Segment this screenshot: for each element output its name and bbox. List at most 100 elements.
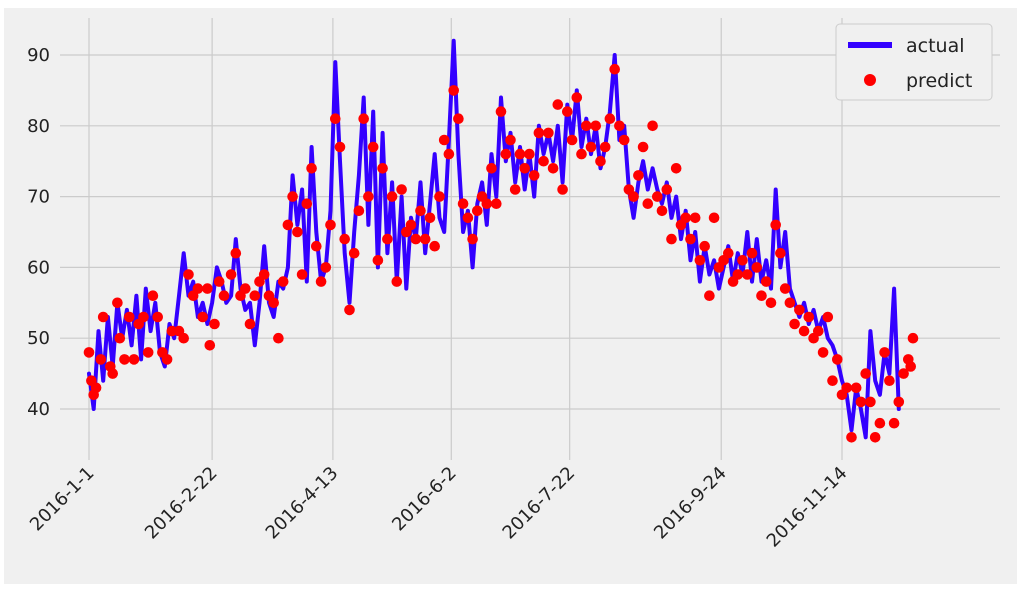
predict-point	[197, 311, 208, 323]
predict-point	[699, 240, 710, 252]
predict-point	[760, 276, 772, 287]
y-axis-ticks: 40 50 60 70 80 90	[27, 45, 50, 420]
predict-point	[869, 432, 881, 443]
predict-point	[841, 382, 852, 394]
predict-point	[287, 191, 298, 202]
predict-point	[434, 191, 445, 202]
predict-point	[382, 233, 393, 245]
predict-point	[666, 233, 677, 245]
predict-point	[789, 318, 800, 330]
predict-point	[633, 170, 644, 181]
series-predict	[83, 63, 919, 443]
predict-point	[161, 354, 173, 365]
predict-point	[112, 297, 123, 309]
predict-point	[491, 198, 502, 209]
predict-point	[751, 262, 763, 273]
predict-point	[798, 325, 810, 337]
predict-point	[770, 219, 781, 231]
predict-point	[670, 163, 682, 174]
predict-point	[562, 106, 573, 117]
predict-point	[865, 396, 876, 408]
predict-point	[533, 127, 545, 139]
predict-point	[907, 332, 919, 344]
predict-point	[888, 417, 900, 429]
predict-point	[486, 163, 497, 174]
y-tick-label: 40	[27, 399, 50, 420]
predict-point	[377, 163, 388, 174]
predict-point	[472, 205, 483, 217]
predict-point	[765, 297, 777, 309]
y-tick-label: 50	[27, 328, 50, 349]
predict-point	[694, 254, 706, 266]
predict-point	[90, 382, 102, 394]
predict-point	[495, 106, 507, 117]
predict-point	[704, 290, 715, 302]
predict-point	[746, 247, 758, 259]
legend-predict-swatch	[864, 74, 876, 86]
predict-point	[178, 332, 189, 344]
predict-point	[97, 311, 109, 323]
predict-point	[363, 191, 374, 202]
predict-point	[618, 134, 630, 146]
predict-point	[817, 347, 829, 358]
predict-point	[410, 233, 422, 245]
predict-point	[509, 184, 521, 195]
predict-point	[647, 120, 658, 132]
predict-point	[571, 92, 583, 103]
predict-point	[424, 212, 436, 224]
plot-background	[4, 8, 1017, 584]
predict-point	[230, 247, 242, 259]
predict-point	[296, 269, 308, 280]
predict-point	[742, 269, 753, 280]
predict-point	[95, 354, 107, 365]
predict-point	[367, 141, 379, 153]
predict-point	[119, 354, 130, 365]
y-tick-label: 60	[27, 257, 50, 278]
predict-point	[595, 155, 606, 167]
predict-point	[124, 311, 135, 323]
predict-point	[396, 184, 407, 195]
predict-point	[467, 233, 478, 245]
predict-point	[850, 382, 862, 394]
predict-point	[514, 148, 526, 160]
predict-point	[656, 205, 668, 217]
predict-point	[481, 198, 493, 209]
predict-point	[462, 212, 474, 224]
predict-point	[547, 163, 559, 174]
predict-point	[128, 354, 140, 365]
predict-point	[604, 113, 616, 124]
predict-point	[192, 283, 204, 294]
predict-point	[893, 396, 905, 408]
predict-point	[244, 318, 256, 330]
predict-point	[114, 332, 126, 344]
predict-point	[301, 198, 313, 209]
predict-point	[552, 99, 564, 110]
predict-point	[689, 212, 701, 224]
predict-point	[505, 134, 516, 146]
predict-point	[225, 269, 237, 280]
predict-point	[519, 163, 530, 174]
predict-point	[813, 325, 824, 337]
predict-point	[590, 120, 601, 132]
predict-point	[860, 368, 871, 379]
predict-point	[905, 361, 916, 372]
predict-point	[500, 148, 512, 160]
y-tick-label: 80	[27, 116, 50, 137]
predict-point	[348, 247, 360, 259]
predict-point	[898, 368, 909, 379]
predict-point	[415, 205, 426, 217]
predict-point	[218, 290, 230, 302]
predict-point	[661, 184, 673, 195]
predict-point	[557, 184, 568, 195]
predict-point	[209, 318, 220, 330]
predict-point	[277, 276, 289, 287]
predict-point	[334, 141, 346, 153]
predict-point	[576, 148, 587, 160]
predict-point	[794, 304, 805, 316]
predict-point	[320, 262, 332, 273]
predict-point	[391, 276, 403, 287]
predict-point	[846, 432, 857, 443]
predict-point	[204, 340, 216, 351]
